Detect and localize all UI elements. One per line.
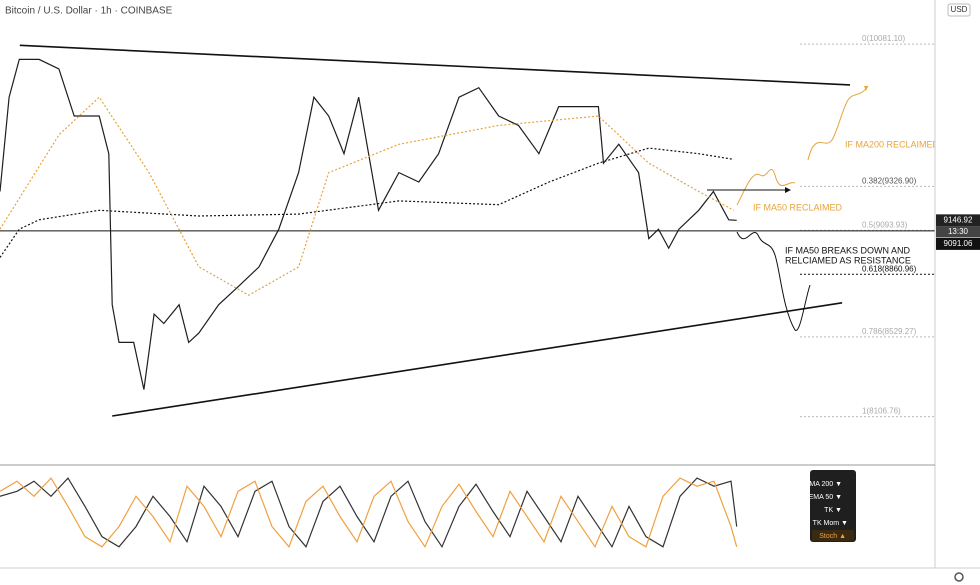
legend-item[interactable]: EMA 200 ▼ — [805, 481, 842, 488]
trendline — [112, 302, 843, 417]
last-price-box — [936, 214, 980, 227]
legend-active — [812, 530, 854, 541]
annotation: IF MA50 RECLAIMED — [753, 202, 843, 212]
countdown: 13:30 — [948, 227, 969, 236]
settings-icon[interactable] — [954, 572, 964, 582]
currency-badge — [947, 3, 971, 17]
currency: USD — [951, 5, 968, 14]
chart-title: Bitcoin / U.S. Dollar · 1h · COINBASE — [5, 6, 173, 17]
series-line — [0, 147, 734, 258]
projection-ma50 — [736, 168, 796, 206]
annotation: IF MA50 BREAKS DOWN AND — [785, 245, 911, 255]
price-line-box — [936, 237, 980, 250]
annotation: IF MA200 RECLAIMED — [845, 139, 940, 149]
arrowhead — [785, 187, 791, 193]
arrowhead — [864, 86, 868, 91]
last-price-label: 9146.92 — [944, 215, 973, 224]
plot-layer: 0(10081.10) 0.382(9326.90) 0.5(9093.93) 0.6… — [0, 34, 935, 549]
price-line-label: 9091.06 — [944, 239, 973, 248]
legend-item[interactable]: TK Mom ▼ — [813, 520, 848, 527]
fib-label: 0.786(8529.27) — [862, 327, 917, 336]
trendline — [19, 44, 851, 86]
annotation: RELCIAMED AS RESISTANCE — [785, 255, 911, 265]
series-line — [0, 477, 738, 549]
annotations: IF MA200 RECLAIMED IF MA50 RECLAIMED IF … — [753, 139, 940, 265]
projection-ma200 — [807, 85, 869, 161]
legend-item[interactable]: EMA 50 ▼ — [809, 494, 842, 501]
settings-gear[interactable] — [954, 572, 964, 582]
series-line — [0, 96, 735, 296]
fib-label: 0.382(9326.90) — [862, 177, 917, 186]
axis-layer: 9146.92 13:30 9091.06 — [936, 214, 980, 250]
fib-label: 0.5(9093.93) — [862, 220, 908, 229]
legend-item[interactable]: TK ▼ — [824, 507, 842, 514]
fib-label: 0(10081.10) — [862, 34, 905, 43]
legend-box — [810, 470, 856, 542]
fib-label: 1(8106.76) — [862, 407, 901, 416]
countdown-box — [936, 226, 980, 238]
price-axis — [935, 0, 980, 568]
projection-breakdown — [736, 231, 811, 331]
series-line — [0, 58, 737, 390]
legend: EMA 200 ▼ EMA 50 ▼ TK ▼ TK Mom ▼ Stoch ▲ — [805, 470, 856, 542]
series-line — [0, 477, 738, 549]
legend-item[interactable]: Stoch ▲ — [819, 533, 846, 540]
fib-label: 0.618(8860.96) — [862, 264, 917, 273]
